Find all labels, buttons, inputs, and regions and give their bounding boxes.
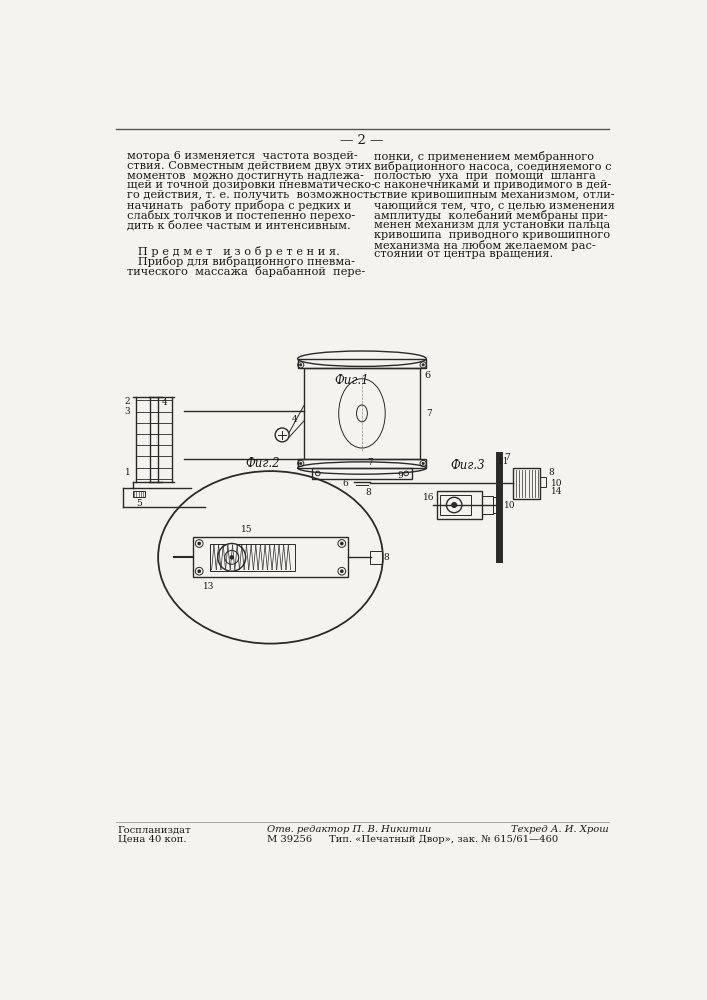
Text: 14: 14 — [551, 487, 563, 496]
Bar — [193, 537, 348, 577]
Bar — [298, 459, 426, 468]
Text: слабых толчков и постепенно перехо-: слабых толчков и постепенно перехо- — [127, 210, 356, 221]
Circle shape — [218, 544, 246, 571]
Bar — [440, 495, 472, 515]
Bar — [540, 477, 547, 487]
Text: Фиг.3: Фиг.3 — [451, 459, 486, 472]
Text: Тип. «Печатный Двор», зак. № 615/61—460: Тип. «Печатный Двор», зак. № 615/61—460 — [329, 835, 558, 844]
Text: 8: 8 — [548, 468, 554, 477]
Text: 11: 11 — [498, 458, 509, 466]
Text: Фиг.2: Фиг.2 — [245, 457, 280, 470]
Bar — [298, 359, 426, 368]
Text: Отв. редактор П. В. Никитии: Отв. редактор П. В. Никитии — [267, 825, 431, 834]
Text: Фиг.1: Фиг.1 — [334, 374, 369, 387]
Bar — [132, 491, 145, 497]
Text: механизма на любом желаемом рас-: механизма на любом желаемом рас- — [373, 240, 595, 251]
Text: 15: 15 — [241, 525, 253, 534]
Text: понки, с применением мембранного: понки, с применением мембранного — [373, 151, 594, 162]
Circle shape — [230, 556, 233, 559]
Text: 6: 6 — [424, 371, 430, 380]
Text: — 2 —: — 2 — — [340, 134, 384, 147]
Text: 16: 16 — [423, 493, 434, 502]
Circle shape — [275, 428, 289, 442]
Bar — [210, 544, 296, 571]
Text: менен механизм для установки пальца: менен механизм для установки пальца — [373, 220, 610, 230]
Text: Госпланиздат: Госпланиздат — [118, 825, 192, 834]
Text: с наконечниками и приводимого в дей-: с наконечниками и приводимого в дей- — [373, 180, 611, 190]
Text: кривошипа  приводного кривошипного: кривошипа приводного кривошипного — [373, 230, 609, 240]
Circle shape — [225, 550, 239, 564]
Text: 8: 8 — [384, 553, 390, 562]
Circle shape — [198, 542, 200, 545]
Text: Цена 40 коп.: Цена 40 коп. — [118, 835, 187, 844]
Bar — [312, 468, 412, 479]
Text: амплитуды  колебаний мембраны при-: амплитуды колебаний мембраны при- — [373, 210, 607, 221]
Text: тического  массажа  барабанной  пере-: тического массажа барабанной пере- — [127, 266, 366, 277]
Text: 2: 2 — [124, 397, 130, 406]
Text: 6: 6 — [342, 479, 348, 488]
Text: 4: 4 — [291, 415, 297, 424]
Text: 3: 3 — [124, 407, 130, 416]
Bar — [482, 496, 493, 514]
Circle shape — [341, 542, 343, 545]
Text: чающийся тем, что, с целью изменения: чающийся тем, что, с целью изменения — [373, 200, 614, 210]
Text: 4: 4 — [162, 398, 168, 407]
Text: 9: 9 — [398, 471, 404, 480]
Circle shape — [446, 497, 462, 513]
Circle shape — [300, 364, 302, 366]
Text: 7: 7 — [368, 458, 373, 467]
Text: полостью  уха  при  помощи  шланга: полостью уха при помощи шланга — [373, 171, 595, 181]
Text: М 39256: М 39256 — [267, 835, 312, 844]
Bar — [513, 468, 540, 499]
Text: 1: 1 — [124, 468, 130, 477]
Text: Прибор для вибрационного пневма-: Прибор для вибрационного пневма- — [127, 256, 355, 267]
Text: го действия, т. е. получить  возможность: го действия, т. е. получить возможность — [127, 190, 375, 200]
Text: П р е д м е т   и з о б р е т е н и я.: П р е д м е т и з о б р е т е н и я. — [127, 246, 340, 257]
Text: стоянии от центра вращения.: стоянии от центра вращения. — [373, 249, 553, 259]
Text: щей и точной дозировки пневматическо-: щей и точной дозировки пневматическо- — [127, 180, 375, 190]
Circle shape — [198, 570, 200, 572]
Text: моментов  можно достигнуть надлежа-: моментов можно достигнуть надлежа- — [127, 171, 364, 181]
Text: 13: 13 — [203, 582, 214, 591]
Text: ствия. Совместным действием двух этих: ствия. Совместным действием двух этих — [127, 161, 371, 171]
Text: 8: 8 — [366, 488, 372, 497]
Circle shape — [422, 462, 424, 465]
Text: 5: 5 — [136, 499, 141, 508]
Bar — [493, 497, 501, 513]
Bar — [370, 551, 382, 564]
Text: Техред А. И. Хрош: Техред А. И. Хрош — [511, 825, 609, 834]
Text: 10: 10 — [551, 479, 563, 488]
Bar — [304, 368, 420, 459]
Circle shape — [422, 364, 424, 366]
Text: 7: 7 — [426, 409, 432, 418]
Text: дить к более частым и интенсивным.: дить к более частым и интенсивным. — [127, 220, 351, 230]
Text: начинать  работу прибора с редких и: начинать работу прибора с редких и — [127, 200, 351, 211]
Text: 10: 10 — [504, 500, 515, 510]
Text: вибрационного насоса, соединяемого с: вибрационного насоса, соединяемого с — [373, 161, 611, 172]
Text: ствие кривошипным механизмом, отли-: ствие кривошипным механизмом, отли- — [373, 190, 614, 200]
Text: 7: 7 — [504, 453, 510, 462]
Text: мотора 6 изменяется  частота воздей-: мотора 6 изменяется частота воздей- — [127, 151, 358, 161]
Circle shape — [300, 462, 302, 465]
Circle shape — [341, 570, 343, 572]
Bar — [437, 491, 482, 519]
Circle shape — [452, 503, 457, 507]
